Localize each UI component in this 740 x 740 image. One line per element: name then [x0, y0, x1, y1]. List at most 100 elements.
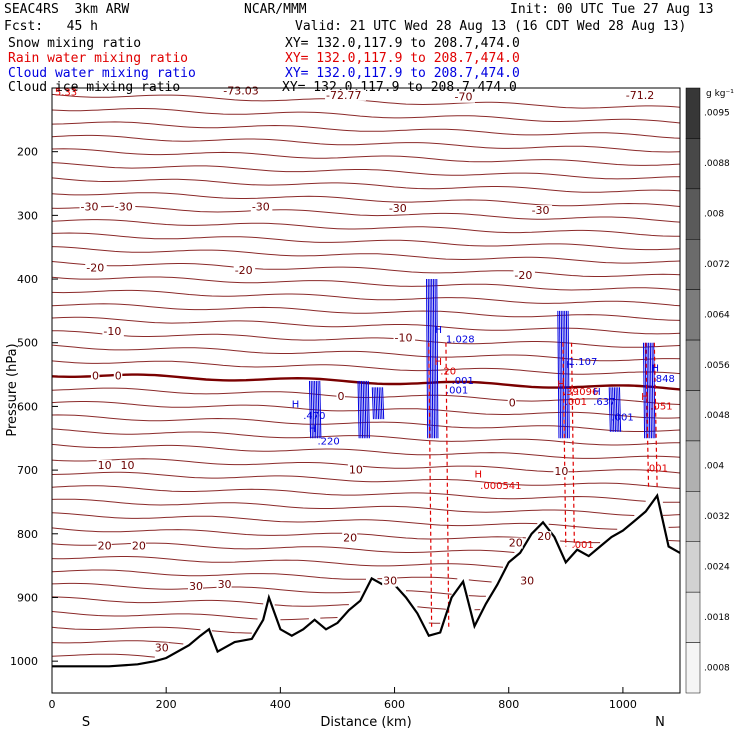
- extremum-label: .001: [565, 397, 587, 408]
- cloud-water-contour: [565, 310, 569, 439]
- cloud-water-contour: [559, 310, 562, 439]
- field-label-rain: Rain water mixing ratio: [8, 51, 189, 66]
- colorbar-cell: [685, 491, 701, 543]
- isotherm-line: [52, 485, 680, 503]
- contour-label-bg: [519, 575, 535, 587]
- cloud-water-contour: [366, 380, 369, 439]
- temperature-contour-layer: [52, 93, 680, 658]
- contour-label-bg: [79, 201, 102, 213]
- colorbar-cell: [685, 440, 701, 492]
- isotherm-line: [52, 177, 680, 193]
- isotherm-line: [52, 205, 680, 223]
- contour-label-bg: [336, 391, 345, 403]
- isotherm-line: [52, 582, 486, 597]
- isotherm-line: [52, 498, 680, 516]
- forecast-hour: Fcst: 45 h: [4, 19, 98, 34]
- init-time: Init: 00 UTC Tue 27 Aug 13: [510, 2, 714, 17]
- org-label: NCAR/MMM: [244, 2, 307, 17]
- isotherm-line: [52, 330, 680, 348]
- isotherm-line: [52, 232, 680, 251]
- y-tick-label: 1000: [10, 655, 38, 668]
- isotherm-line: [52, 543, 566, 556]
- cloud-water-contour: [613, 387, 616, 432]
- cloud-water-contour: [649, 342, 652, 439]
- contour-label: -10: [103, 325, 121, 338]
- extremum-label: H: [557, 379, 565, 390]
- field-xy-cloud-water: XY= 132.0,117.9 to 208.7,474.0: [285, 66, 520, 81]
- isotherm-line: [52, 401, 680, 419]
- cloud-water-contour: [644, 342, 647, 439]
- contour-label-bg: [222, 85, 264, 97]
- contour-label: 10: [98, 459, 112, 472]
- colorbar-cell: [685, 642, 701, 694]
- colorbar-tick-label: .0008: [704, 663, 730, 673]
- contour-label-bg: [342, 532, 358, 544]
- extremum-label: H: [435, 357, 443, 368]
- cloud-water-contour: [608, 387, 611, 432]
- extremum-label: H: [641, 392, 649, 403]
- x-tick-label: 600: [384, 698, 405, 711]
- contour-label: 10: [349, 463, 363, 476]
- contour-label-bg: [96, 540, 112, 552]
- contour-label: 0: [115, 370, 122, 383]
- cloud-water-contour: [359, 380, 362, 439]
- contour-label: 20: [132, 540, 146, 553]
- contour-label: -73.03: [223, 84, 258, 97]
- contour-label: -30: [252, 200, 270, 213]
- contour-label: 0: [337, 390, 344, 403]
- extremum-label: H: [309, 424, 317, 435]
- colorbar-tick-label: .0064: [704, 310, 730, 320]
- field-xy-rain: XY= 132.0,117.9 to 208.7,474.0: [285, 51, 520, 66]
- isotherm-line: [52, 219, 680, 237]
- cloud-water-contour: [653, 342, 656, 439]
- contour-label-bg: [153, 642, 169, 654]
- isotherm-line: [52, 344, 680, 362]
- contour-label-bg: [130, 540, 146, 552]
- axes: 0 200 400 600 800 100020030040050060070080090…: [10, 146, 637, 711]
- colorbar-cell: [685, 591, 701, 643]
- contour-label-bg: [393, 332, 416, 344]
- plot-frame: [51, 87, 681, 694]
- colorbar-cell: [685, 289, 701, 341]
- extremum-label: .001: [452, 376, 474, 387]
- contour-label-bg: [85, 262, 107, 274]
- isotherm-line: [52, 261, 680, 277]
- colorbar-tick-label: .0056: [704, 361, 730, 371]
- contour-label: 0: [92, 370, 99, 383]
- colorbar-tick-label: .0024: [704, 562, 730, 572]
- colorbar: .0095 .0088 .008 .0072 .0064 .0056 .0048 .004 .0…: [685, 87, 730, 694]
- contour-label-bg: [250, 201, 273, 213]
- contour-label-bg: [113, 370, 123, 382]
- colorbar-cell: [685, 87, 701, 139]
- colorbar-tick-label: .008: [704, 210, 724, 220]
- y-tick-label: 700: [17, 464, 38, 477]
- contour-label: -72.77: [326, 89, 361, 102]
- isotherm-line: [52, 527, 680, 544]
- extremum-label: 1.028: [446, 335, 475, 346]
- cloud-water-contour: [431, 279, 434, 439]
- contour-label: -20: [514, 269, 532, 282]
- contour-label-bg: [96, 459, 112, 471]
- isotherm-line: [52, 134, 680, 153]
- contour-label: 30: [189, 580, 203, 593]
- y-tick-label: 400: [17, 273, 38, 286]
- isotherm-line: [52, 458, 680, 474]
- terrain-line: [52, 492, 681, 668]
- colorbar-cell: [685, 339, 701, 391]
- cloud-water-contour: [312, 380, 315, 439]
- contour-label: -71.2: [626, 89, 654, 102]
- x-tick-label: 400: [270, 698, 291, 711]
- cloud-water-contour: [308, 380, 312, 439]
- cloud-water-contour: [367, 380, 370, 439]
- contour-label: 20: [537, 530, 551, 543]
- rain-water-contour: [653, 342, 658, 490]
- rain-water-contour: [428, 342, 433, 630]
- valid-time: Valid: 21 UTC Wed 28 Aug 13 (16 CDT Wed …: [295, 19, 687, 34]
- extremum-label: .220: [317, 437, 339, 448]
- contour-label-bg: [113, 201, 136, 213]
- cloud-water-contour: [357, 380, 360, 439]
- cloud-water-contour: [610, 387, 613, 432]
- cloud-water-contour: [426, 279, 429, 439]
- extremum-label: .001: [572, 540, 594, 551]
